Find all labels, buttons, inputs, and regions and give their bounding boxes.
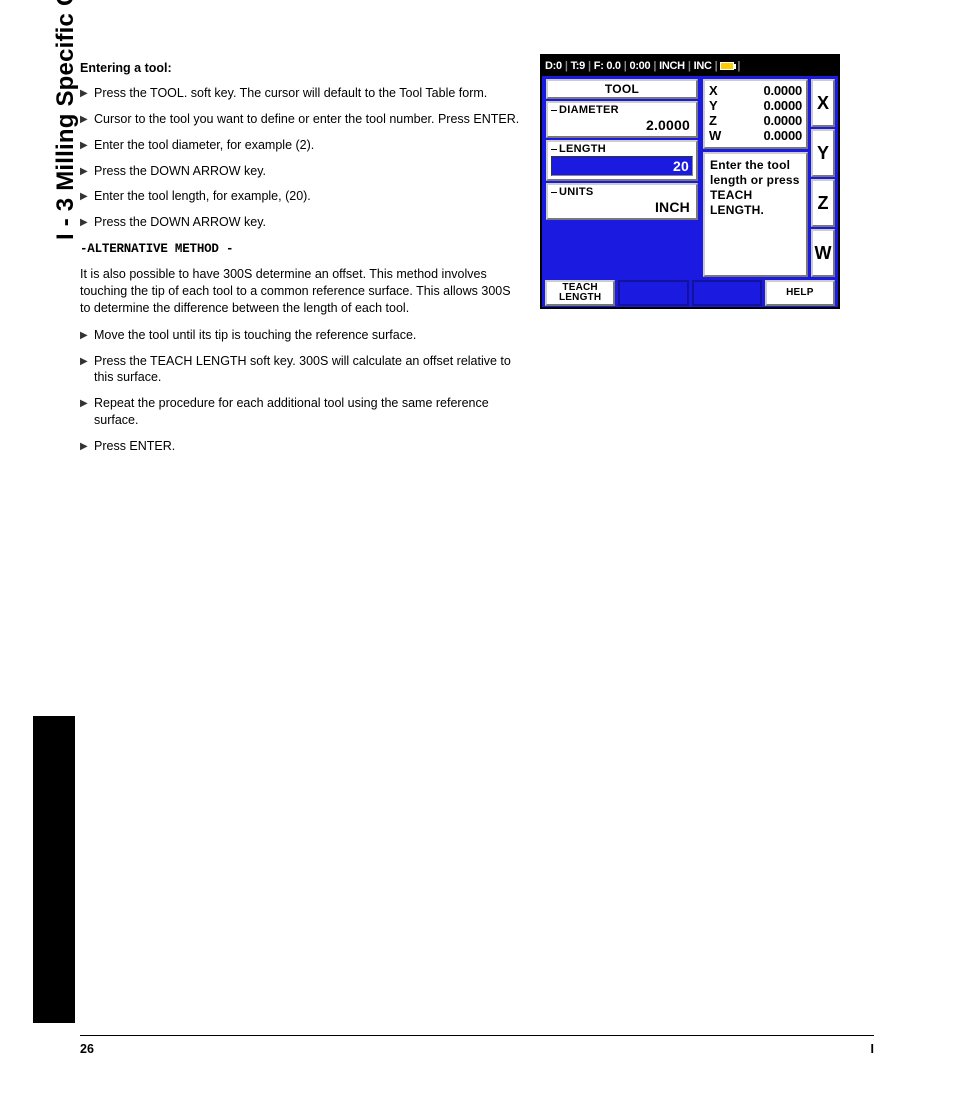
dro-form-panel: TOOL DIAMETER 2.0000 LENGTH 20 UNITS INC… <box>542 76 701 280</box>
bullet-item: ▶Press the TOOL. soft key. The cursor wi… <box>80 85 523 102</box>
bullet-item: ▶Press the DOWN ARROW key. <box>80 163 523 180</box>
bullet-arrow-icon: ▶ <box>80 163 94 179</box>
status-divider: | <box>688 60 691 72</box>
axis-label: X <box>709 84 717 99</box>
bullet-item: ▶Cursor to the tool you want to define o… <box>80 111 523 128</box>
softkey-empty <box>692 280 762 306</box>
section-title: I - 3 Milling Specific Operations <box>52 0 80 240</box>
bullet-text: Repeat the procedure for each additional… <box>94 395 523 429</box>
axis-readout: X 0.0000 Y 0.0000 Z 0.0000 W 0.0000 <box>703 79 808 149</box>
status-divider: | <box>715 60 718 72</box>
softkey-empty <box>618 280 688 306</box>
alt-method-heading: -ALTERNATIVE METHOD - <box>80 241 523 258</box>
axis-w-button[interactable]: W <box>811 229 835 277</box>
bullet-arrow-icon: ▶ <box>80 137 94 153</box>
bullet-text: Enter the tool length, for example, (20)… <box>94 188 523 205</box>
bullet-item: ▶Press the TEACH LENGTH soft key. 300S w… <box>80 353 523 387</box>
bullet-item: ▶Enter the tool diameter, for example (2… <box>80 137 523 154</box>
status-mode: INC <box>694 60 712 72</box>
bullet-item: ▶Enter the tool length, for example, (20… <box>80 188 523 205</box>
dro-status-bar: D:0| T:9| F: 0.0| 0:00| INCH| INC | | <box>542 56 838 76</box>
axis-y-button[interactable]: Y <box>811 129 835 177</box>
axis-x-button[interactable]: X <box>811 79 835 127</box>
axis-value: 0.0000 <box>763 129 802 144</box>
axis-value: 0.0000 <box>763 114 802 129</box>
bullet-arrow-icon: ▶ <box>80 438 94 454</box>
bullet-arrow-icon: ▶ <box>80 85 94 101</box>
field-value-active: 20 <box>551 156 693 176</box>
heading-entering-tool: Entering a tool: <box>80 60 523 77</box>
bullet-arrow-icon: ▶ <box>80 188 94 204</box>
bullet-text: Press the TEACH LENGTH soft key. 300S wi… <box>94 353 523 387</box>
field-label: DIAMETER <box>551 104 693 116</box>
bullet-item: ▶Repeat the procedure for each additiona… <box>80 395 523 429</box>
softkey-row: TEACHLENGTH HELP <box>542 280 838 309</box>
hint-text: Enter the tool length or press TEACH LEN… <box>703 152 808 277</box>
axis-label: Y <box>709 99 717 114</box>
field-length[interactable]: LENGTH 20 <box>546 140 698 181</box>
bullet-text: Press the DOWN ARROW key. <box>94 163 523 180</box>
status-unit: INCH <box>659 60 685 72</box>
footer-rule <box>80 1035 874 1036</box>
status-tool: T:9 <box>571 60 585 72</box>
form-title: TOOL <box>546 79 698 99</box>
alt-method-para: It is also possible to have 300S determi… <box>80 266 523 317</box>
axis-value: 0.0000 <box>763 84 802 99</box>
status-divider: | <box>588 60 591 72</box>
status-divider: | <box>565 60 568 72</box>
bullet-text: Enter the tool diameter, for example (2)… <box>94 137 523 154</box>
bullet-text: Press the TOOL. soft key. The cursor wil… <box>94 85 523 102</box>
dro-body: TOOL DIAMETER 2.0000 LENGTH 20 UNITS INC… <box>542 76 838 280</box>
status-divider: | <box>624 60 627 72</box>
softkey-teach-length[interactable]: TEACHLENGTH <box>545 280 615 306</box>
status-divider: | <box>737 60 740 72</box>
status-datum: D:0 <box>545 60 562 72</box>
status-divider: | <box>653 60 656 72</box>
bullet-arrow-icon: ▶ <box>80 214 94 230</box>
field-value: INCH <box>551 199 693 215</box>
bullet-arrow-icon: ▶ <box>80 111 94 127</box>
bullet-item: ▶Press ENTER. <box>80 438 523 455</box>
field-diameter[interactable]: DIAMETER 2.0000 <box>546 101 698 138</box>
axis-label: Z <box>709 114 717 129</box>
bullet-item: ▶Press the DOWN ARROW key. <box>80 214 523 231</box>
page-roman: I <box>871 1042 874 1056</box>
softkey-help[interactable]: HELP <box>765 280 835 306</box>
battery-icon <box>720 62 734 70</box>
tab-block <box>33 716 75 1023</box>
bullet-text: Cursor to the tool you want to define or… <box>94 111 523 128</box>
dro-readout-panel: X 0.0000 Y 0.0000 Z 0.0000 W 0.0000 Enter th… <box>701 76 811 280</box>
axis-z-button[interactable]: Z <box>811 179 835 227</box>
bullet-arrow-icon: ▶ <box>80 353 94 369</box>
axis-button-column: X Y Z W <box>811 76 838 280</box>
field-value: 2.0000 <box>551 117 693 133</box>
bullet-text: Move the tool until its tip is touching … <box>94 327 523 344</box>
field-label: LENGTH <box>551 143 693 155</box>
axis-label: W <box>709 129 721 144</box>
field-label: UNITS <box>551 186 693 198</box>
status-time: 0:00 <box>630 60 651 72</box>
field-units[interactable]: UNITS INCH <box>546 183 698 220</box>
axis-value: 0.0000 <box>763 99 802 114</box>
page-number: 26 <box>80 1042 94 1056</box>
bullet-text: Press the DOWN ARROW key. <box>94 214 523 231</box>
bullet-arrow-icon: ▶ <box>80 327 94 343</box>
bullet-arrow-icon: ▶ <box>80 395 94 411</box>
bullet-item: ▶Move the tool until its tip is touching… <box>80 327 523 344</box>
text-content: Entering a tool: ▶Press the TOOL. soft k… <box>80 60 523 464</box>
dro-screenshot: D:0| T:9| F: 0.0| 0:00| INCH| INC | | TO… <box>540 54 840 309</box>
bullet-text: Press ENTER. <box>94 438 523 455</box>
status-feed: F: 0.0 <box>594 60 621 72</box>
